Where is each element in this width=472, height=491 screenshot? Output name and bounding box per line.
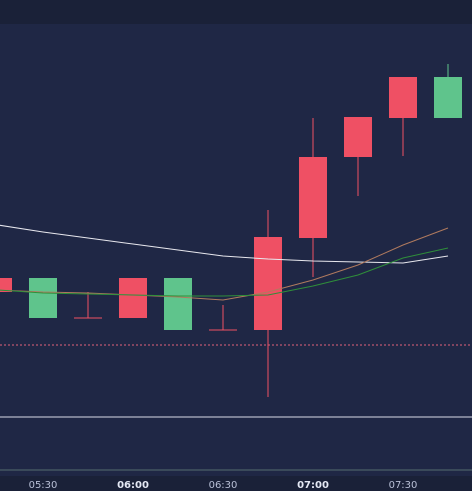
x-tick-label: 07:00 <box>297 480 329 491</box>
top-bar <box>0 0 472 24</box>
candle-body <box>434 77 462 118</box>
moving-average <box>0 247 449 297</box>
candle-body <box>0 278 12 292</box>
candle-body <box>389 77 417 118</box>
x-tick-label: 05:30 <box>29 480 58 491</box>
time-axis <box>0 476 472 491</box>
candle-body <box>209 329 237 331</box>
candle-body <box>119 278 147 318</box>
candle-body <box>254 237 282 330</box>
candle-body <box>29 278 57 318</box>
x-tick-label: 06:00 <box>117 480 149 491</box>
candle-body <box>74 317 102 319</box>
x-tick-label: 06:30 <box>209 480 238 491</box>
moving-average <box>0 224 449 264</box>
candle-body <box>299 157 327 238</box>
x-tick-label: 07:30 <box>389 480 418 491</box>
candle-body <box>164 278 192 330</box>
candle-body <box>344 117 372 157</box>
moving-average <box>0 227 449 301</box>
